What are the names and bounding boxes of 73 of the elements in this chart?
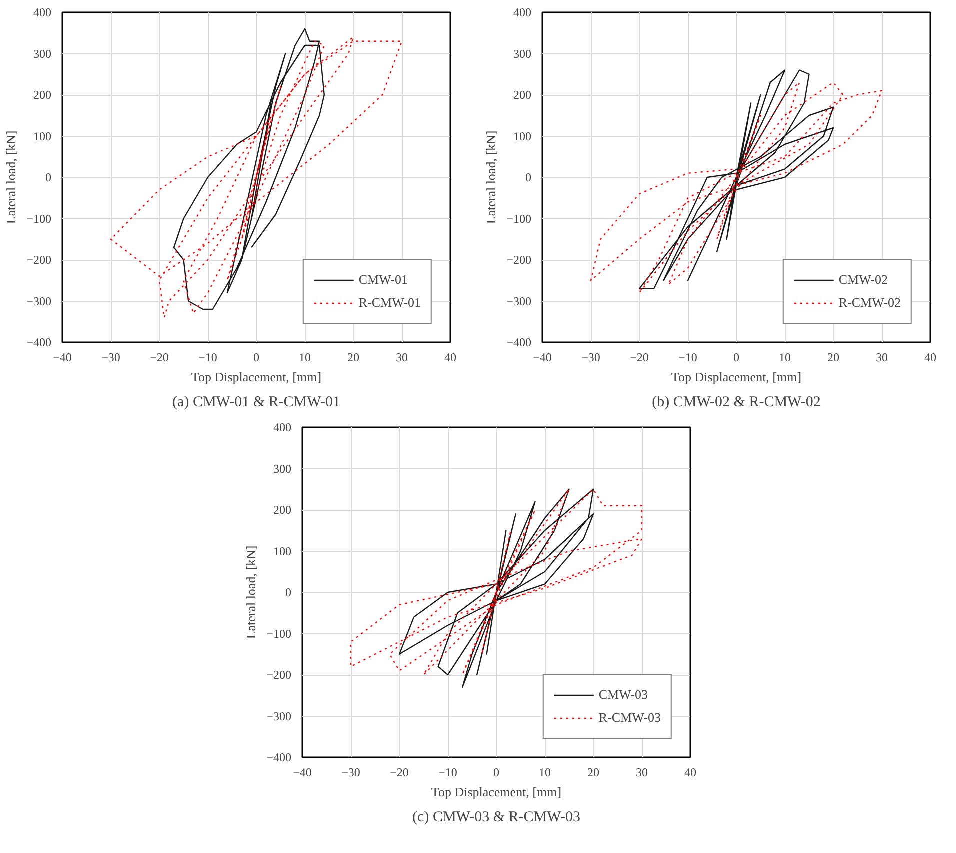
y-axis-title: Lateral load, [kN] [244, 546, 259, 640]
x-tick-label: 10 [779, 350, 791, 364]
x-tick-label: −10 [438, 766, 458, 780]
text: (b) CMW-02 & R-CMW-02 [652, 394, 821, 410]
y-tick-label: −400 [26, 336, 52, 350]
x-tick-label: −30 [582, 350, 600, 364]
y-tick-label: −100 [506, 212, 532, 226]
x-tick-label: −20 [630, 350, 649, 364]
x-tick-label: 20 [348, 350, 360, 364]
text: (c) CMW-03 & R-CMW-03 [412, 810, 580, 826]
x-tick-label: −30 [102, 350, 120, 364]
y-tick-label: 300 [274, 462, 292, 476]
legend-label: CMW-02 [838, 272, 888, 288]
x-tick-label: −30 [342, 766, 360, 780]
y-tick-label: 400 [514, 6, 532, 20]
x-tick-label: 30 [876, 350, 888, 364]
line-series [638, 70, 834, 290]
x-tick-label: 0 [254, 350, 260, 364]
y-axis-title: Lateral load, [kN] [4, 130, 19, 224]
y-tick-label: 200 [514, 88, 532, 102]
y-tick-label: 100 [34, 129, 52, 144]
y-tick-label: 100 [274, 544, 292, 558]
y-tick-label: −200 [26, 253, 52, 267]
x-axis-title: Top Displacement, [mm] [431, 784, 562, 800]
y-tick-label: −200 [266, 668, 292, 682]
y-tick-label: 0 [526, 170, 532, 184]
y-tick-label: 200 [274, 503, 292, 517]
y-tick-label: −300 [506, 294, 532, 308]
x-tick-label: 0 [734, 350, 740, 364]
y-tick-label: 300 [514, 46, 532, 61]
y-tick-label: −200 [506, 253, 532, 267]
legend-label: R-CMW-03 [598, 710, 661, 726]
y-tick-label: 0 [46, 170, 52, 184]
y-tick-label: −100 [26, 212, 52, 226]
x-tick-label: 0 [494, 766, 500, 780]
x-tick-label: 20 [828, 350, 840, 364]
x-axis-title: Top Displacement, [mm] [191, 370, 322, 384]
y-tick-label: 400 [34, 6, 52, 20]
x-tick-label: 40 [444, 350, 456, 364]
y-tick-label: −100 [266, 626, 292, 641]
y-tick-label: 0 [286, 586, 292, 600]
x-tick-label: 30 [636, 766, 648, 780]
x-tick-label: 20 [588, 766, 600, 780]
x-tick-label: 10 [299, 350, 311, 364]
line-series [350, 488, 643, 676]
y-axis-title: Lateral load, [kN] [484, 130, 499, 224]
y-tick-label: −400 [266, 750, 292, 764]
x-tick-label: −20 [390, 766, 409, 780]
x-tick-label: 40 [924, 350, 936, 364]
x-tick-label: −40 [293, 766, 312, 780]
x-tick-label: −40 [53, 350, 72, 364]
x-tick-label: −40 [533, 350, 552, 364]
x-tick-label: 30 [396, 350, 408, 364]
y-tick-label: −300 [266, 709, 292, 724]
x-tick-label: 40 [684, 766, 696, 780]
legend-label: R-CMW-01 [358, 295, 421, 311]
x-tick-label: −10 [198, 350, 218, 364]
x-tick-label: 10 [539, 766, 551, 780]
y-tick-label: 300 [34, 46, 52, 61]
y-tick-label: 200 [34, 88, 52, 102]
y-tick-label: 100 [514, 129, 532, 144]
legend-label: CMW-01 [358, 272, 408, 288]
x-tick-label: −20 [150, 350, 169, 364]
x-tick-label: −10 [678, 350, 698, 364]
y-tick-label: −300 [26, 294, 52, 308]
legend-label: R-CMW-02 [838, 295, 901, 311]
x-axis-title: Top Displacement, [mm] [671, 370, 802, 384]
y-tick-label: −400 [506, 336, 532, 350]
line-series [398, 488, 594, 688]
legend-label: CMW-03 [598, 687, 648, 703]
line-series [173, 28, 325, 310]
text: (a) CMW-01 & R-CMW-01 [172, 394, 340, 410]
y-tick-label: 400 [274, 420, 292, 434]
